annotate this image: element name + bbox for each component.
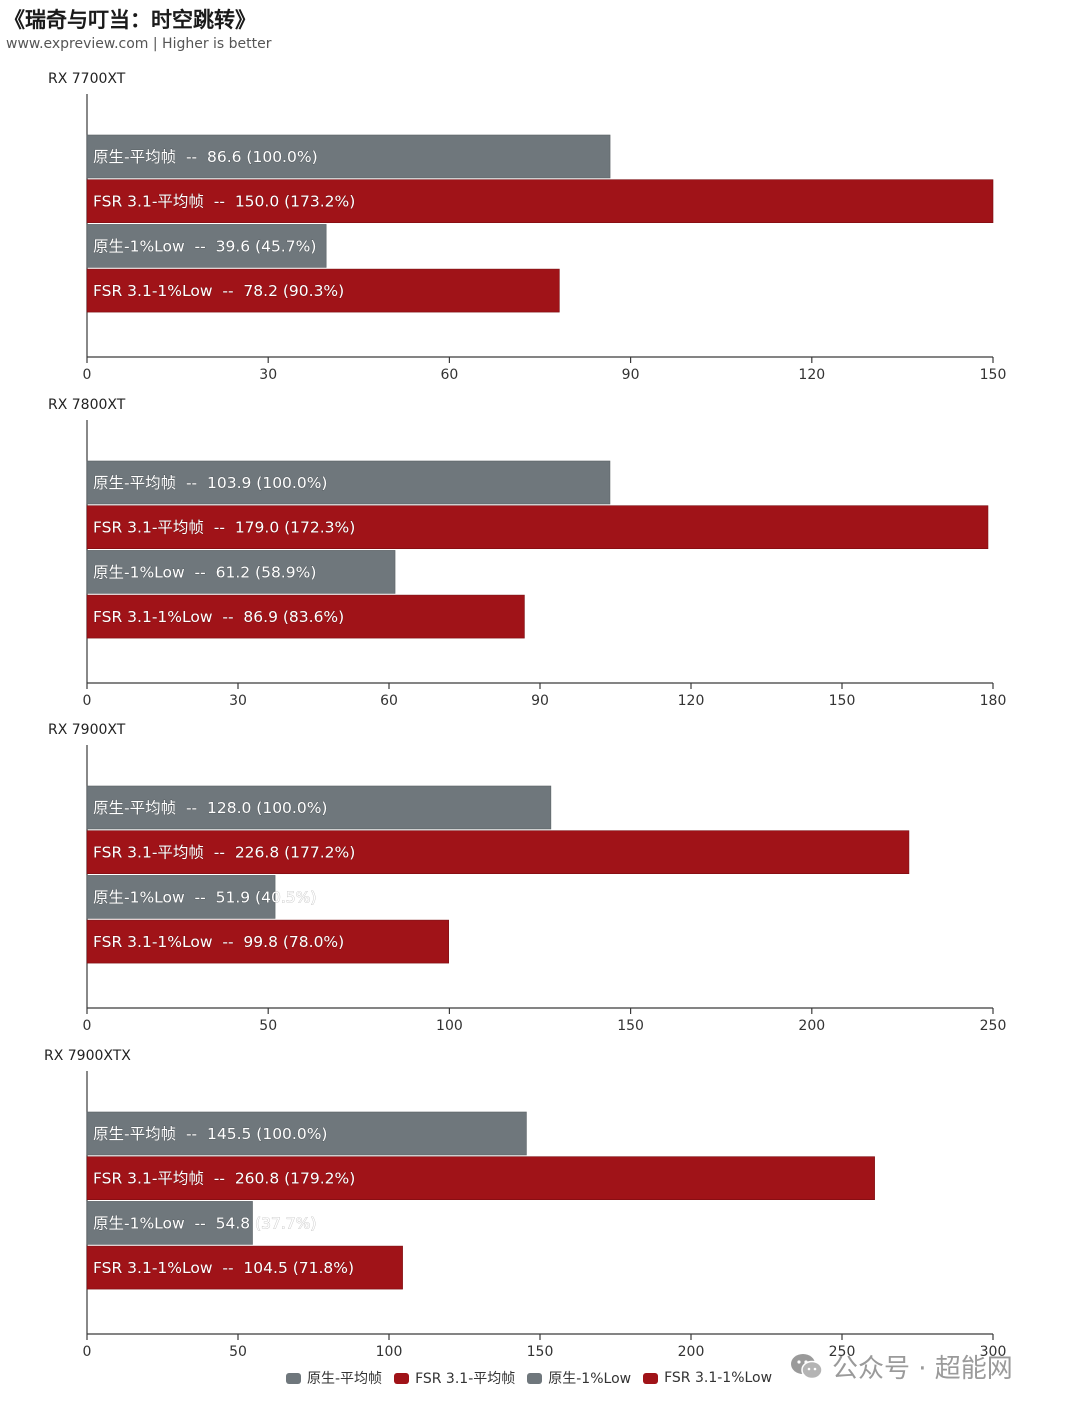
chart-title: RX 7900XT	[48, 722, 126, 738]
x-tick-label: 150	[527, 1344, 554, 1360]
bar-label: 原生-1%Low -- 39.6 (45.7%)	[93, 237, 316, 255]
watermark-text: 公众号 · 超能网	[832, 1354, 1013, 1384]
x-tick-label: 0	[83, 693, 92, 709]
x-tick-label: 30	[229, 693, 247, 709]
x-tick-label: 150	[617, 1018, 644, 1034]
bar	[86, 1245, 403, 1290]
chart-title: RX 7900XTX	[44, 1048, 131, 1064]
legend-item-native-low[interactable]: 原生-1%Low	[527, 1368, 631, 1388]
x-tick-label: 90	[622, 367, 640, 383]
legend-swatch	[394, 1372, 410, 1384]
bar	[86, 134, 611, 179]
bar-label: 原生-1%Low -- 61.2 (58.9%)	[93, 563, 316, 581]
x-tick-label: 60	[380, 693, 398, 709]
page-subtitle: www.expreview.com | Higher is better	[6, 36, 272, 52]
bar-label: 原生-1%Low -- 51.9 (40.5%)	[93, 888, 316, 906]
x-tick-label: 100	[436, 1018, 463, 1034]
legend-label: FSR 3.1-1%Low	[664, 1370, 773, 1386]
legend-label: 原生-平均帧	[307, 1371, 383, 1387]
x-tick-label: 0	[83, 1018, 92, 1034]
bar	[86, 460, 611, 505]
x-tick-label: 200	[678, 1344, 705, 1360]
bar-label: 原生-平均帧 -- 86.6 (100.0%)	[93, 148, 318, 166]
x-tick-label: 300	[980, 1344, 1007, 1360]
x-tick-label: 60	[440, 367, 458, 383]
bar-label: FSR 3.1-1%Low -- 78.2 (90.3%)	[93, 282, 344, 300]
bar-label: FSR 3.1-平均帧 -- 179.0 (172.3%)	[93, 519, 355, 537]
x-tick-label: 100	[376, 1344, 403, 1360]
bar-label: FSR 3.1-平均帧 -- 260.8 (179.2%)	[93, 1170, 355, 1188]
legend-item-fsr-low[interactable]: FSR 3.1-1%Low	[643, 1370, 772, 1386]
legend-swatch	[286, 1372, 301, 1384]
bar-label: 原生-平均帧 -- 145.5 (100.0%)	[93, 1125, 327, 1143]
bar-label: FSR 3.1-平均帧 -- 226.8 (177.2%)	[93, 844, 355, 862]
legend-swatch	[527, 1372, 543, 1384]
x-tick-label: 250	[829, 1344, 856, 1360]
bar	[86, 224, 327, 268]
bar-label: 原生-平均帧 -- 103.9 (100.0%)	[93, 474, 327, 492]
bar-label: FSR 3.1-1%Low -- 86.9 (83.6%)	[93, 608, 344, 626]
legend-item-native-avg[interactable]: 原生-平均帧	[286, 1368, 382, 1388]
x-tick-label: 250	[980, 1018, 1007, 1034]
x-tick-label: 0	[83, 1344, 92, 1360]
page-title: 《瑞奇与叮当：时空跳转》	[4, 8, 256, 32]
legend-label: FSR 3.1-平均帧	[415, 1371, 516, 1387]
bar	[86, 1111, 527, 1156]
x-tick-label: 50	[259, 1018, 277, 1034]
bar	[86, 550, 396, 594]
bar-label: FSR 3.1-平均帧 -- 150.0 (173.2%)	[93, 193, 355, 211]
x-tick-label: 90	[531, 693, 549, 709]
bar	[86, 875, 276, 919]
x-tick-label: 30	[259, 367, 277, 383]
x-tick-label: 150	[980, 367, 1007, 383]
bar	[86, 785, 552, 830]
x-tick-label: 50	[229, 1344, 247, 1360]
x-tick-label: 200	[798, 1018, 825, 1034]
bar	[86, 268, 560, 313]
bar-label: FSR 3.1-1%Low -- 99.8 (78.0%)	[93, 933, 344, 951]
bar-label: FSR 3.1-1%Low -- 104.5 (71.8%)	[93, 1259, 354, 1277]
x-tick-label: 0	[83, 367, 92, 383]
bar-label: 原生-1%Low -- 54.8 (37.7%)	[93, 1214, 316, 1232]
bar	[86, 505, 989, 550]
bar	[86, 1156, 875, 1200]
bar-label: 原生-平均帧 -- 128.0 (100.0%)	[93, 799, 327, 817]
x-tick-label: 120	[798, 367, 825, 383]
x-tick-label: 150	[829, 693, 856, 709]
watermark: 公众号 · 超能网	[790, 1348, 1013, 1385]
legend-item-fsr-avg[interactable]: FSR 3.1-平均帧	[394, 1368, 515, 1388]
bar	[86, 179, 994, 223]
bar	[86, 830, 910, 875]
chart-title: RX 7700XT	[48, 71, 126, 87]
bar	[86, 594, 525, 639]
x-tick-label: 180	[980, 693, 1007, 709]
chart-title: RX 7800XT	[48, 397, 126, 413]
bar	[86, 1201, 253, 1245]
legend: 原生-平均帧 FSR 3.1-平均帧 原生-1%Low FSR 3.1-1%Lo…	[286, 1367, 784, 1389]
legend-label: 原生-1%Low	[548, 1371, 632, 1387]
x-tick-label: 120	[678, 693, 705, 709]
wechat-icon	[791, 1353, 823, 1379]
legend-swatch	[643, 1372, 659, 1384]
bar	[86, 919, 449, 964]
